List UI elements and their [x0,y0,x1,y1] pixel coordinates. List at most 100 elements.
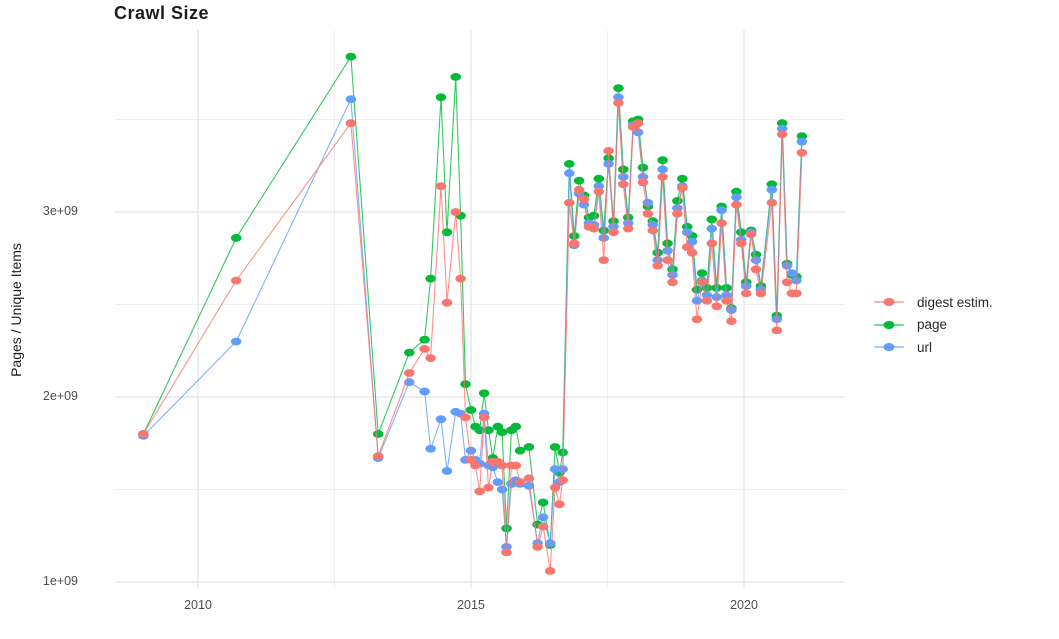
data-point [483,483,494,492]
data-point [647,226,659,235]
data-point [425,354,436,362]
data-point [564,198,575,207]
data-point [496,428,508,436]
data-point [686,237,698,246]
legend-label: url [917,339,933,355]
data-point [622,224,634,233]
data-point [706,224,718,233]
data-point [776,124,788,133]
data-point [771,326,783,335]
legend-key-icon [872,295,906,309]
data-point [465,406,477,414]
legend-item-url: url [872,336,993,359]
data-point [573,185,585,194]
data-point [404,369,415,377]
data-point [455,274,466,283]
data-point [588,224,600,233]
data-point [419,387,430,396]
data-point [716,206,727,215]
data-point [460,413,471,422]
data-point [557,476,568,485]
data-point [657,173,668,181]
series-url [138,93,808,551]
data-point [766,198,778,207]
data-point [441,298,453,307]
data-point [345,95,357,104]
data-point [662,246,673,255]
data-point [593,174,605,183]
y-tick-label: 1e+09 [42,574,78,588]
data-point [681,222,693,231]
data-point [716,219,727,228]
data-point [740,282,752,290]
data-point [657,165,668,174]
data-point [460,380,471,388]
data-point [523,474,535,483]
data-point [681,243,693,252]
series-line [142,102,803,571]
legend-label: digest estim. [917,294,993,310]
data-point [652,261,663,270]
data-point [345,119,357,128]
data-point [450,73,462,81]
data-point [487,463,499,472]
data-point [637,163,649,172]
data-point [404,348,415,357]
data-point [745,230,757,239]
data-point [642,198,654,207]
data-point [564,169,575,178]
data-point [230,234,242,242]
x-tick-label: 2010 [184,598,212,612]
data-point [549,483,561,492]
data-point [425,274,436,283]
data-point [750,265,762,274]
data-point [791,289,802,298]
data-point [662,256,673,264]
data-point [750,256,762,264]
data-point [492,478,504,486]
data-point [796,137,808,146]
data-point [510,422,522,431]
legend-item-page: page [872,314,993,337]
data-point [613,99,624,107]
data-point [672,197,683,205]
data-point [537,513,549,522]
data-point [425,444,436,453]
series-line [143,97,803,547]
data-point [608,228,619,237]
data-point [441,228,453,237]
data-point [632,119,644,128]
data-point [441,467,453,475]
data-point [766,180,778,189]
data-point [537,522,549,531]
data-point [372,452,384,461]
data-point [564,160,575,168]
data-point [478,389,490,398]
series-digest-estim- [138,99,808,575]
data-point [796,132,808,141]
data-point [230,337,242,346]
data-point [796,148,808,157]
data-point [711,302,722,311]
data-point [696,278,708,287]
data-point [419,345,430,353]
data-point [598,234,609,242]
data-point [781,278,793,287]
data-point [523,481,535,490]
data-point [696,269,708,277]
x-tick-label: 2015 [457,598,485,612]
data-point [677,184,688,192]
data-point [514,478,526,486]
data-point [514,446,526,455]
data-point [450,208,462,216]
y-tick-label: 3e+09 [42,204,78,218]
data-point [544,567,556,575]
data-point [419,335,430,344]
data-point [496,485,508,494]
data-point [686,248,698,257]
data-point [588,211,600,220]
data-point [731,193,742,202]
data-point [573,176,585,185]
data-point [776,130,788,139]
